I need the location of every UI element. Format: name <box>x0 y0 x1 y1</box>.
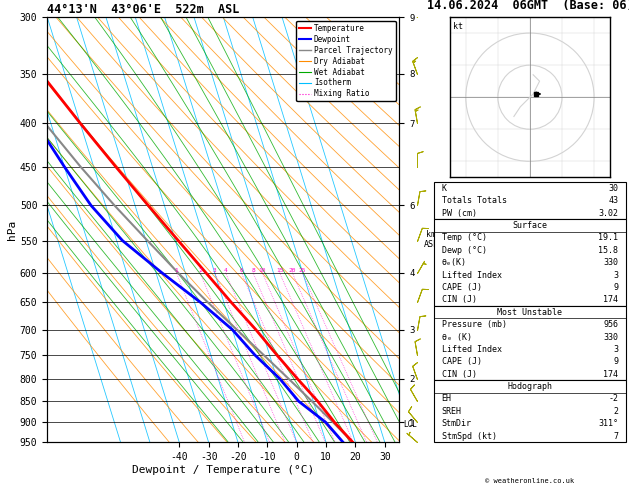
FancyBboxPatch shape <box>434 381 626 442</box>
Text: 3: 3 <box>613 345 618 354</box>
Text: CAPE (J): CAPE (J) <box>442 283 482 292</box>
Text: 956: 956 <box>603 320 618 329</box>
Text: 174: 174 <box>603 370 618 379</box>
Text: 3.02: 3.02 <box>598 208 618 218</box>
Text: 20: 20 <box>289 268 296 273</box>
Y-axis label: hPa: hPa <box>7 220 17 240</box>
Text: 10: 10 <box>259 268 266 273</box>
Text: LCL: LCL <box>404 420 418 429</box>
Text: 3: 3 <box>213 268 217 273</box>
Text: 6: 6 <box>240 268 243 273</box>
Text: kt: kt <box>453 22 463 31</box>
Text: 174: 174 <box>603 295 618 304</box>
Text: Lifted Index: Lifted Index <box>442 345 502 354</box>
Text: Most Unstable: Most Unstable <box>498 308 562 317</box>
Text: 19.1: 19.1 <box>598 233 618 243</box>
FancyBboxPatch shape <box>434 306 626 381</box>
Text: 14.06.2024  06GMT  (Base: 06): 14.06.2024 06GMT (Base: 06) <box>426 0 629 12</box>
Text: PW (cm): PW (cm) <box>442 208 477 218</box>
Text: 311°: 311° <box>598 419 618 428</box>
FancyBboxPatch shape <box>434 219 626 306</box>
Text: 1: 1 <box>174 268 178 273</box>
Text: 4: 4 <box>224 268 228 273</box>
Text: 3: 3 <box>613 271 618 279</box>
Text: Surface: Surface <box>513 221 547 230</box>
Text: 330: 330 <box>603 258 618 267</box>
Text: 25: 25 <box>299 268 306 273</box>
Text: CIN (J): CIN (J) <box>442 295 477 304</box>
Text: θₑ(K): θₑ(K) <box>442 258 467 267</box>
Text: 15.8: 15.8 <box>598 246 618 255</box>
Text: 15: 15 <box>276 268 283 273</box>
Text: 330: 330 <box>603 332 618 342</box>
Text: Lifted Index: Lifted Index <box>442 271 502 279</box>
Text: CIN (J): CIN (J) <box>442 370 477 379</box>
Text: θₑ (K): θₑ (K) <box>442 332 472 342</box>
Text: Totals Totals: Totals Totals <box>442 196 507 205</box>
Text: StmDir: StmDir <box>442 419 472 428</box>
Text: 2: 2 <box>198 268 202 273</box>
Text: 9: 9 <box>613 283 618 292</box>
Text: -2: -2 <box>608 395 618 403</box>
Legend: Temperature, Dewpoint, Parcel Trajectory, Dry Adiabat, Wet Adiabat, Isotherm, Mi: Temperature, Dewpoint, Parcel Trajectory… <box>296 21 396 102</box>
Text: K: K <box>442 184 447 193</box>
FancyBboxPatch shape <box>434 182 626 219</box>
Text: 9: 9 <box>613 357 618 366</box>
Text: StmSpd (kt): StmSpd (kt) <box>442 432 497 441</box>
X-axis label: Dewpoint / Temperature (°C): Dewpoint / Temperature (°C) <box>132 465 314 475</box>
Text: 7: 7 <box>613 432 618 441</box>
Text: Dewp (°C): Dewp (°C) <box>442 246 487 255</box>
Text: CAPE (J): CAPE (J) <box>442 357 482 366</box>
Text: 44°13'N  43°06'E  522m  ASL: 44°13'N 43°06'E 522m ASL <box>47 3 240 16</box>
Text: Temp (°C): Temp (°C) <box>442 233 487 243</box>
Text: 8: 8 <box>251 268 255 273</box>
Text: Hodograph: Hodograph <box>508 382 552 391</box>
Text: 43: 43 <box>608 196 618 205</box>
Text: © weatheronline.co.uk: © weatheronline.co.uk <box>486 478 574 484</box>
Text: 30: 30 <box>608 184 618 193</box>
Y-axis label: km
ASL: km ASL <box>424 230 438 249</box>
Text: 2: 2 <box>613 407 618 416</box>
Text: SREH: SREH <box>442 407 462 416</box>
Text: Pressure (mb): Pressure (mb) <box>442 320 507 329</box>
Text: EH: EH <box>442 395 452 403</box>
